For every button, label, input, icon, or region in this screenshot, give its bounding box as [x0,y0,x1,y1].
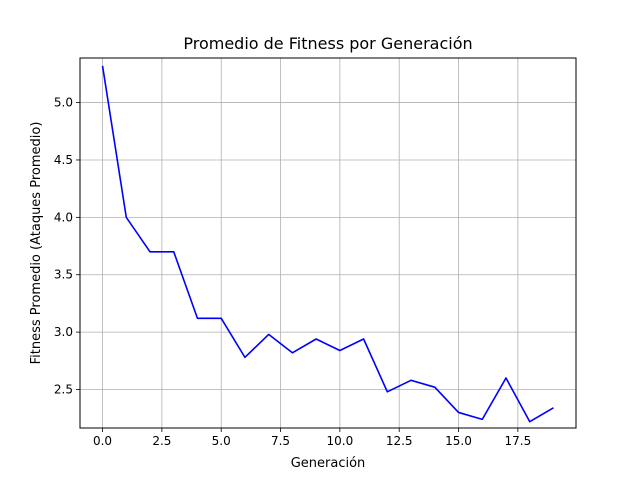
x-axis-label: Generación [291,456,366,471]
chart-title: Promedio de Fitness por Generación [183,34,472,53]
x-tick-label: 10.0 [327,434,354,448]
x-tick-label: 12.5 [386,434,413,448]
x-tick-label: 0.0 [93,434,112,448]
x-tick-label: 2.5 [152,434,171,448]
x-tick-label: 17.5 [504,434,531,448]
y-tick-label: 4.0 [54,210,73,224]
y-tick-label: 5.0 [54,96,73,110]
y-tick-label: 3.0 [54,325,73,339]
y-tick-label: 4.5 [54,153,73,167]
y-tick-label: 2.5 [54,382,73,396]
grid-lines [80,58,576,428]
x-tick-label: 15.0 [445,434,472,448]
y-axis-label: Fitness Promedio (Ataques Promedio) [29,122,44,365]
y-axis-ticks: 2.5 3.0 3.5 4.0 4.5 5.0 [54,96,80,396]
x-axis-ticks: 0.0 2.5 5.0 7.5 10.0 12.5 15.0 17.5 [93,428,531,448]
y-tick-label: 3.5 [54,268,73,282]
axes-frame [79,57,577,429]
x-tick-label: 7.5 [271,434,290,448]
x-tick-label: 5.0 [212,434,231,448]
series-line [101,65,554,423]
plot-area [101,65,554,423]
